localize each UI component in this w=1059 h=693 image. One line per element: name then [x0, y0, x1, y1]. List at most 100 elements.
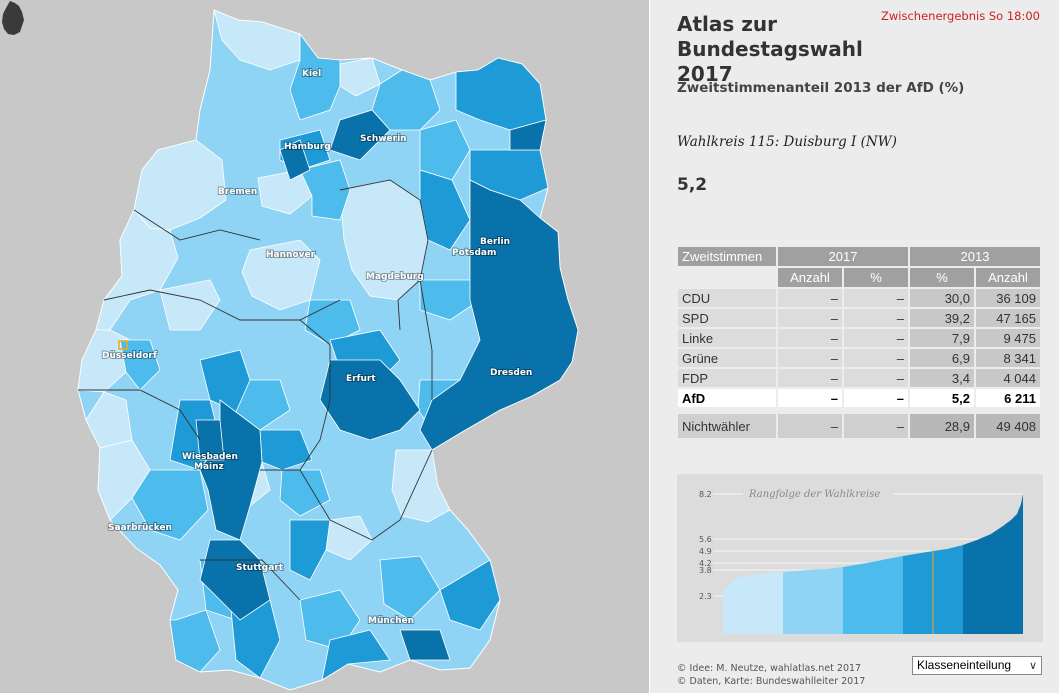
anzahl-2013: 49 408: [976, 414, 1040, 438]
rank-chart-svg[interactable]: Rangfolge der Wahlkreise 8.2 5.6 4.9 4.2…: [677, 474, 1043, 642]
party-name: CDU: [678, 289, 776, 307]
city-erfurt: Erfurt: [346, 374, 376, 384]
party-name: FDP: [678, 369, 776, 387]
city-labels: Kiel Hamburg Schwerin Bremen Berlin Pots…: [101, 68, 533, 627]
anzahl-2017: –: [778, 289, 842, 307]
city-dresden: Dresden: [490, 368, 532, 378]
table-row-gruene: Grüne – – 6,9 8 341: [678, 349, 1040, 367]
class-3-regions[interactable]: [119, 32, 481, 673]
rank-area-class-5[interactable]: [963, 494, 1023, 634]
pct-2017: –: [844, 414, 908, 438]
header-empty: [678, 268, 776, 287]
pct-2013: 6,9: [910, 349, 974, 367]
city-mainz: Mainz: [194, 462, 224, 472]
rank-area-class-1[interactable]: [723, 572, 783, 634]
pct-2013: 7,9: [910, 329, 974, 347]
state-borders: [78, 179, 433, 601]
party-name: AfD: [678, 389, 776, 407]
header-anzahl-2013: Anzahl: [976, 268, 1040, 287]
selected-district-value: 5,2: [677, 175, 708, 195]
info-panel: Atlas zur Bundestagswahl 2017 Zwischener…: [649, 0, 1059, 693]
anzahl-2017: –: [778, 389, 842, 407]
pct-2017: –: [844, 389, 908, 407]
header-year-2013: 2013: [910, 247, 1040, 266]
city-bremen: Bremen: [218, 187, 257, 197]
table-row-fdp: FDP – – 3,4 4 044: [678, 369, 1040, 387]
tick-label-2-3: 2.3: [699, 592, 712, 601]
city-magdeburg: Magdeburg: [366, 272, 424, 282]
germany-overview-icon[interactable]: [0, 0, 26, 36]
classification-select[interactable]: Klasseneinteilung ∨: [912, 656, 1042, 675]
anzahl-2013: 36 109: [976, 289, 1040, 307]
map-panel[interactable]: Kiel Hamburg Schwerin Bremen Berlin Pots…: [0, 0, 649, 693]
pct-2013: 30,0: [910, 289, 974, 307]
header-year-2017: 2017: [778, 247, 908, 266]
germany-map[interactable]: Kiel Hamburg Schwerin Bremen Berlin Pots…: [0, 0, 649, 693]
pct-2013: 28,9: [910, 414, 974, 438]
credits: © Idee: M. Neutze, wahlatlas.net 2017 © …: [677, 662, 865, 688]
chevron-down-icon: ∨: [1028, 660, 1037, 672]
map-subtitle: Zweitstimmenanteil 2013 der AfD (%): [677, 80, 965, 96]
credit-idea: © Idee: M. Neutze, wahlatlas.net 2017: [677, 663, 862, 674]
anzahl-2017: –: [778, 349, 842, 367]
header-anzahl-2017: Anzahl: [778, 268, 842, 287]
anzahl-2017: –: [778, 414, 842, 438]
rank-area-class-2[interactable]: [783, 567, 843, 634]
city-schwerin: Schwerin: [360, 134, 407, 144]
page-title-line-1: Atlas zur: [677, 12, 777, 36]
results-header-row-2: Anzahl % % Anzahl: [678, 268, 1040, 287]
party-name: Linke: [678, 329, 776, 347]
selected-district-name: Wahlkreis 115: Duisburg I (NW): [677, 134, 897, 150]
tick-label-5-6: 5.6: [699, 535, 712, 544]
selected-district-marker[interactable]: [118, 340, 128, 350]
results-header-row-1: Zweitstimmen 2017 2013: [678, 247, 1040, 266]
anzahl-2017: –: [778, 309, 842, 327]
party-name: SPD: [678, 309, 776, 327]
pct-2017: –: [844, 309, 908, 327]
pct-2017: –: [844, 329, 908, 347]
anzahl-2013: 8 341: [976, 349, 1040, 367]
rank-title-bg: [743, 487, 893, 501]
rank-area-class-3[interactable]: [843, 556, 903, 634]
pct-2013: 5,2: [910, 389, 974, 407]
city-kiel: Kiel: [302, 69, 321, 79]
anzahl-2013: 9 475: [976, 329, 1040, 347]
table-spacer: [678, 409, 1040, 412]
anzahl-2013: 6 211: [976, 389, 1040, 407]
header-zweitstimmen: Zweitstimmen: [678, 247, 776, 266]
city-wiesbaden: Wiesbaden: [182, 452, 238, 462]
city-hannover: Hannover: [266, 250, 316, 260]
city-muenchen: München: [368, 616, 414, 626]
class-4-regions[interactable]: [169, 57, 549, 681]
table-row-spd: SPD – – 39,2 47 165: [678, 309, 1040, 327]
pct-2017: –: [844, 289, 908, 307]
anzahl-2013: 47 165: [976, 309, 1040, 327]
pct-2013: 3,4: [910, 369, 974, 387]
results-table: Zweitstimmen 2017 2013 Anzahl % % Anzahl…: [676, 245, 1042, 440]
table-row-afd: AfD – – 5,2 6 211: [678, 389, 1040, 407]
interim-result-label: Zwischenergebnis So 18:00: [881, 9, 1040, 23]
pct-2017: –: [844, 369, 908, 387]
city-berlin: Berlin: [480, 237, 510, 247]
page-title-line-2: Bundestagswahl 2017: [677, 37, 863, 86]
table-row-nichtwaehler: Nichtwähler – – 28,9 49 408: [678, 414, 1040, 438]
city-duesseldorf: Düsseldorf: [102, 351, 157, 361]
pct-2017: –: [844, 349, 908, 367]
tick-label-3-8: 3.8: [699, 566, 712, 575]
rank-chart[interactable]: Rangfolge der Wahlkreise 8.2 5.6 4.9 4.2…: [677, 474, 1043, 642]
city-potsdam: Potsdam: [452, 248, 496, 258]
pct-2013: 39,2: [910, 309, 974, 327]
class-1-regions[interactable]: [77, 9, 451, 561]
header-pct-2013: %: [910, 268, 974, 287]
tick-label-8-2: 8.2: [699, 490, 712, 499]
rank-tick-labels: 8.2 5.6 4.9 4.2 3.8 2.3: [699, 490, 712, 601]
party-name: Nichtwähler: [678, 414, 776, 438]
tick-label-4-2: 4.2: [699, 559, 712, 568]
anzahl-2017: –: [778, 329, 842, 347]
city-stuttgart: Stuttgart: [236, 563, 284, 573]
page-title: Atlas zur Bundestagswahl 2017: [677, 12, 907, 87]
credit-data: © Daten, Karte: Bundeswahlleiter 2017: [677, 676, 866, 687]
city-hamburg: Hamburg: [284, 142, 331, 152]
anzahl-2017: –: [778, 369, 842, 387]
table-row-cdu: CDU – – 30,0 36 109: [678, 289, 1040, 307]
